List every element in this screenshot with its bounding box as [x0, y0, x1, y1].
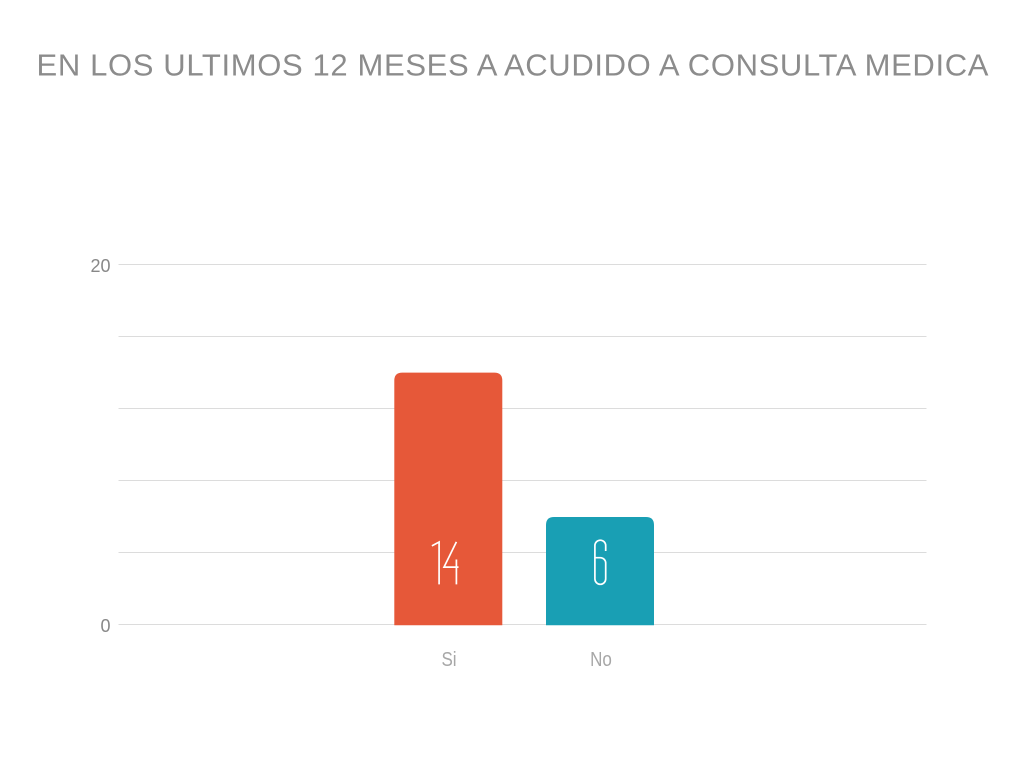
svg-text:EN LOS ULTIMOS 12 MESES A ACUD: EN LOS ULTIMOS 12 MESES A ACUDIDO A CONS…	[37, 48, 990, 83]
svg-text:No: No	[590, 648, 612, 671]
svg-text:Si: Si	[441, 648, 456, 671]
svg-text:0: 0	[100, 616, 110, 636]
svg-text:20: 20	[90, 256, 110, 276]
